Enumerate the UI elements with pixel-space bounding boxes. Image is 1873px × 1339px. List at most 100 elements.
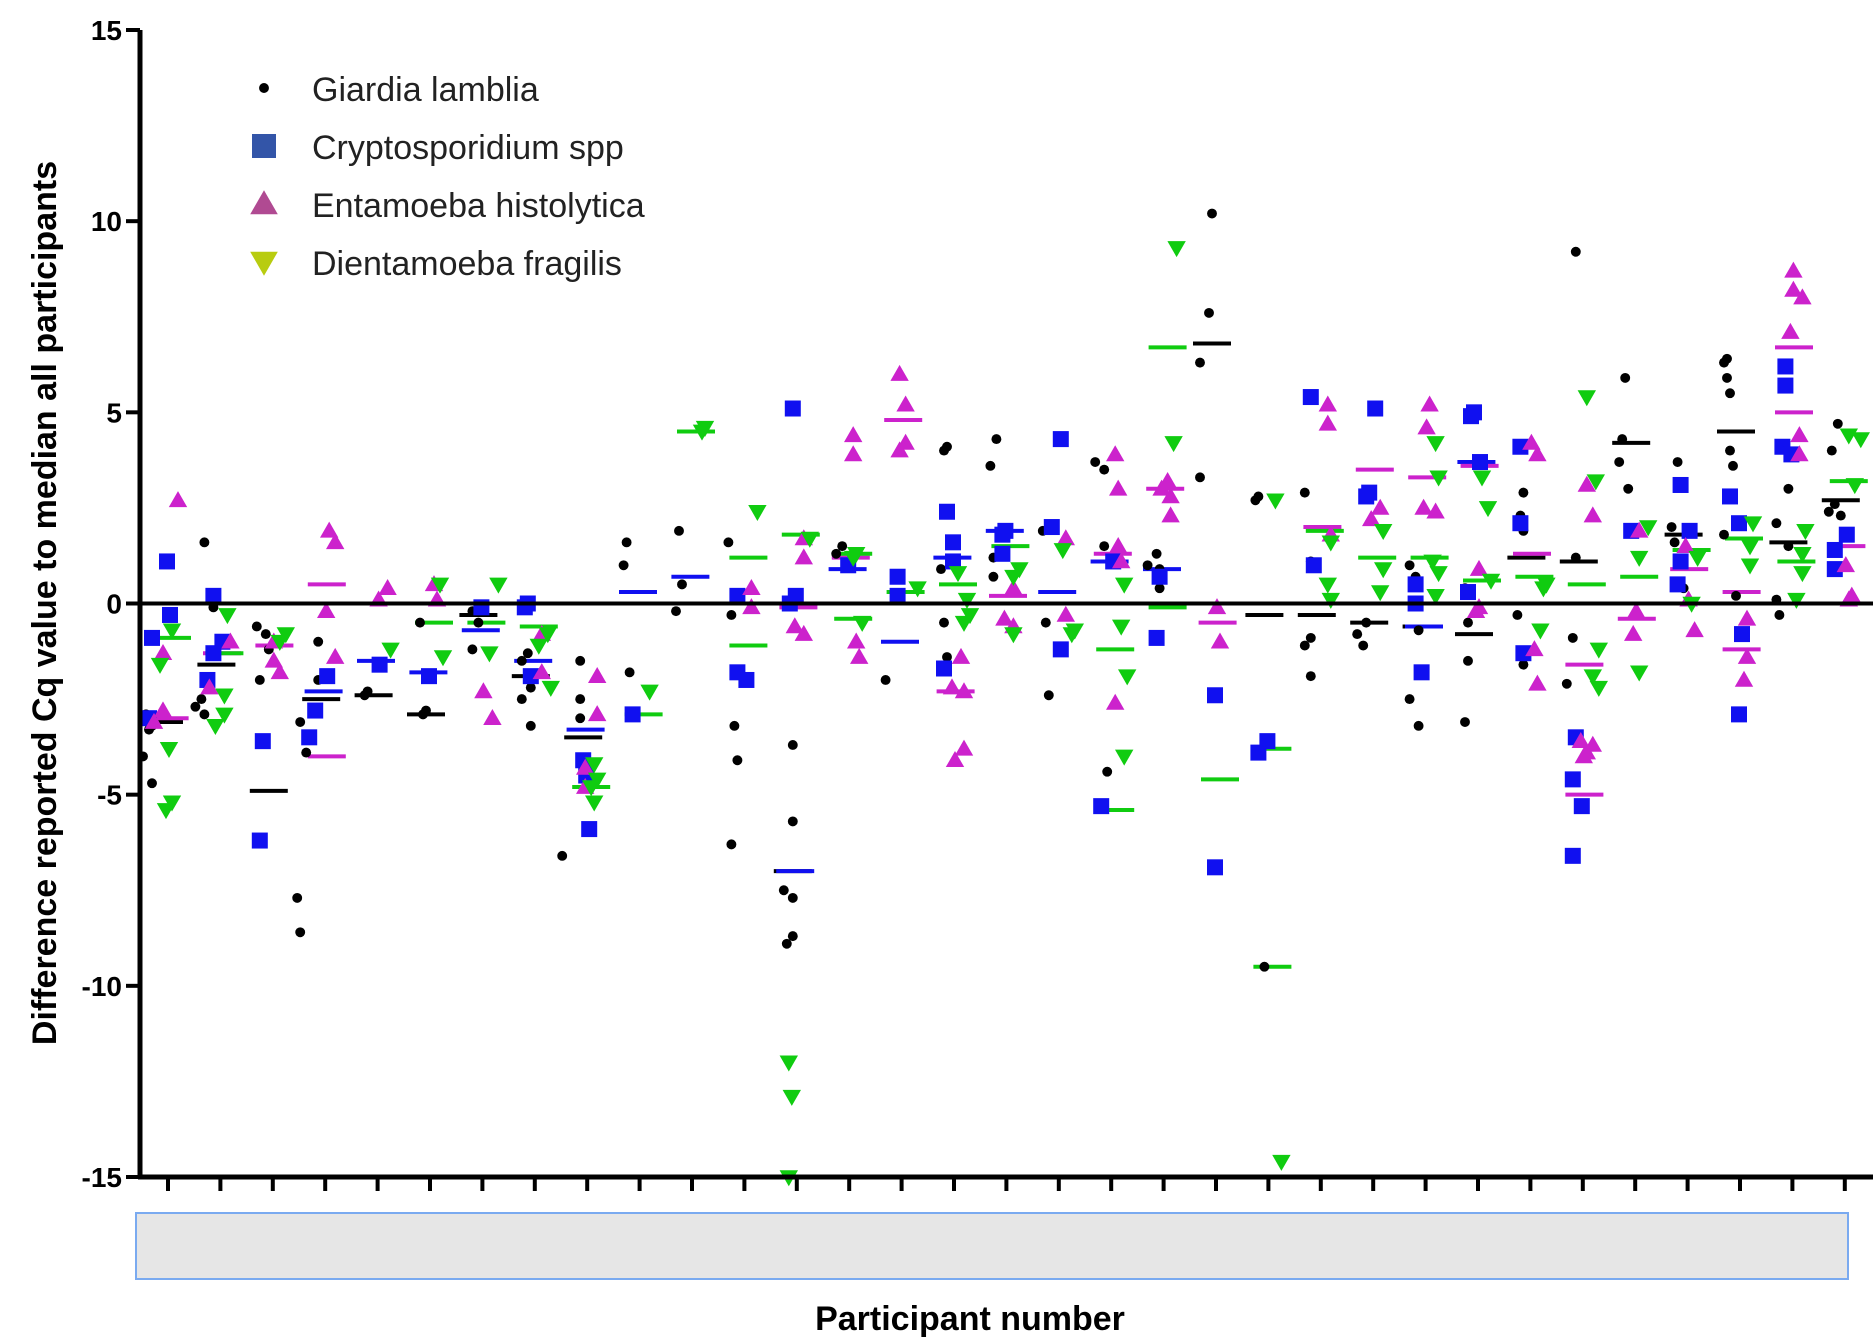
data-point-dientamoeba bbox=[1266, 493, 1285, 510]
data-point-dientamoeba bbox=[1118, 669, 1137, 686]
data-point-dientamoeba bbox=[541, 680, 560, 697]
data-point-crypto bbox=[307, 702, 324, 719]
data-point-crypto bbox=[254, 733, 271, 750]
data-point-giardia bbox=[1460, 717, 1470, 727]
data-point-crypto bbox=[1672, 476, 1689, 493]
data-point-giardia bbox=[473, 617, 484, 628]
data-point-entamoeba bbox=[896, 395, 915, 412]
data-point-crypto bbox=[1407, 576, 1424, 593]
data-point-giardia bbox=[190, 701, 201, 712]
data-point-giardia bbox=[1614, 457, 1625, 467]
data-point-dientamoeba bbox=[1845, 478, 1864, 495]
legend-label-dientamoeba: Dientamoeba fragilis bbox=[312, 245, 622, 283]
data-point-dientamoeba bbox=[489, 577, 508, 594]
data-point-giardia bbox=[723, 537, 734, 548]
data-point-entamoeba bbox=[532, 663, 551, 680]
data-point-entamoeba bbox=[153, 644, 173, 661]
data-point-giardia bbox=[1567, 632, 1578, 643]
data-point-crypto bbox=[889, 587, 906, 604]
data-point-giardia bbox=[1672, 457, 1683, 467]
data-point-entamoeba bbox=[326, 647, 345, 664]
data-point-crypto bbox=[319, 668, 336, 685]
data-point-giardia bbox=[251, 621, 262, 632]
data-point-entamoeba bbox=[1784, 280, 1803, 297]
data-point-dientamoeba bbox=[1371, 585, 1390, 602]
data-point-dientamoeba bbox=[1053, 543, 1072, 560]
data-point-giardia bbox=[1669, 537, 1680, 548]
data-point-crypto bbox=[1734, 626, 1750, 643]
data-point-dientamoeba bbox=[948, 566, 968, 583]
data-point-crypto bbox=[371, 656, 388, 673]
data-point-giardia bbox=[1040, 617, 1051, 628]
data-point-giardia bbox=[1151, 548, 1162, 559]
data-point-entamoeba bbox=[1109, 536, 1128, 553]
data-point-dientamoeba bbox=[582, 780, 601, 797]
legend-marker-giardia bbox=[259, 83, 269, 93]
data-point-giardia bbox=[199, 537, 210, 548]
data-point-entamoeba bbox=[1112, 552, 1131, 569]
data-point-crypto bbox=[421, 668, 437, 685]
data-point-crypto bbox=[1466, 404, 1482, 421]
data-point-giardia bbox=[677, 579, 687, 590]
data-point-dientamoeba bbox=[640, 684, 659, 701]
data-point-dientamoeba bbox=[960, 608, 980, 625]
data-point-entamoeba bbox=[1318, 414, 1337, 431]
data-point-giardia bbox=[1783, 483, 1794, 494]
data-point-crypto bbox=[1207, 687, 1223, 704]
data-point-entamoeba bbox=[1790, 445, 1809, 462]
data-point-dientamoeba bbox=[1630, 665, 1649, 682]
data-point-dientamoeba bbox=[150, 657, 170, 674]
data-point-crypto bbox=[1838, 526, 1855, 543]
data-point-dientamoeba bbox=[1272, 1154, 1291, 1171]
data-point-dientamoeba bbox=[1589, 680, 1608, 697]
data-point-entamoeba bbox=[576, 758, 595, 775]
data-point-entamoeba bbox=[1793, 288, 1812, 305]
data-point-dientamoeba bbox=[215, 707, 234, 724]
data-point-giardia bbox=[1154, 583, 1165, 594]
data-point-crypto bbox=[945, 534, 961, 551]
data-point-entamoeba bbox=[1624, 624, 1643, 641]
data-point-crypto bbox=[205, 587, 222, 604]
data-point-giardia bbox=[726, 839, 737, 850]
data-point-entamoeba bbox=[1207, 598, 1227, 615]
data-point-dientamoeba bbox=[218, 608, 237, 625]
data-point-crypto bbox=[1564, 771, 1581, 788]
data-point-giardia bbox=[1666, 522, 1677, 532]
data-point-entamoeba bbox=[1426, 502, 1445, 519]
data-point-giardia bbox=[575, 655, 586, 666]
data-point-crypto bbox=[1302, 389, 1319, 406]
x-tick-labels-redaction bbox=[135, 1212, 1849, 1280]
data-point-entamoeba bbox=[1790, 426, 1809, 443]
data-point-crypto bbox=[624, 706, 641, 723]
data-point-entamoeba bbox=[1466, 601, 1486, 618]
data-point-entamoeba bbox=[474, 682, 493, 699]
data-point-giardia bbox=[313, 636, 324, 647]
data-point-giardia bbox=[936, 564, 946, 575]
data-point-giardia bbox=[1518, 487, 1529, 498]
data-point-entamoeba bbox=[1676, 536, 1695, 553]
data-point-giardia bbox=[1299, 640, 1310, 651]
data-point-entamoeba bbox=[1469, 559, 1489, 576]
data-point-dientamoeba bbox=[1478, 501, 1498, 518]
data-point-giardia bbox=[1617, 434, 1628, 445]
data-point-giardia bbox=[199, 709, 210, 720]
data-point-crypto bbox=[1515, 645, 1532, 662]
data-point-dientamoeba bbox=[159, 741, 179, 758]
data-point-giardia bbox=[359, 690, 370, 701]
data-point-crypto bbox=[1573, 798, 1590, 815]
data-point-giardia bbox=[1142, 560, 1153, 571]
data-point-dientamoeba bbox=[1004, 627, 1023, 644]
data-point-entamoeba bbox=[483, 709, 502, 725]
data-point-giardia bbox=[726, 610, 737, 620]
data-point-entamoeba bbox=[1525, 640, 1544, 657]
data-point-giardia bbox=[787, 892, 798, 903]
data-point-dientamoeba bbox=[430, 577, 450, 594]
y-tick-label: 10 bbox=[91, 206, 122, 237]
data-point-entamoeba bbox=[1571, 731, 1590, 748]
data-point-giardia bbox=[1463, 617, 1473, 628]
data-point-dientamoeba bbox=[1787, 592, 1806, 609]
data-point-giardia bbox=[991, 434, 1002, 445]
data-point-giardia bbox=[295, 717, 306, 727]
data-point-entamoeba bbox=[221, 632, 240, 649]
y-tick-label: -15 bbox=[82, 1162, 122, 1193]
